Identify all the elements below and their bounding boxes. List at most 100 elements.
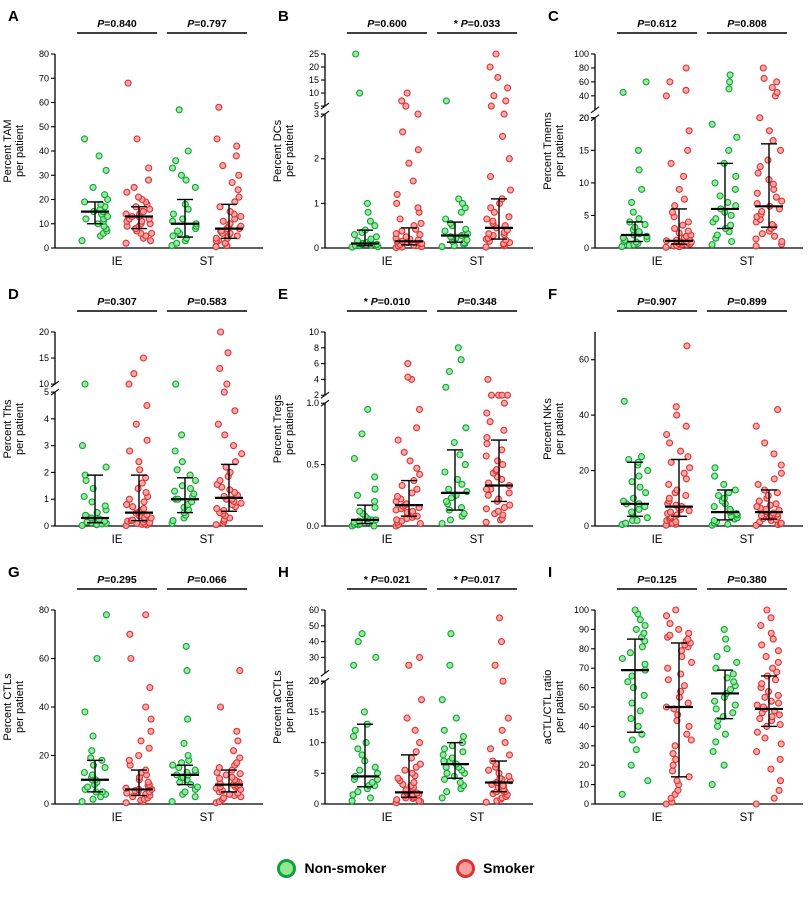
data-point bbox=[236, 667, 244, 675]
data-point bbox=[667, 159, 675, 167]
data-point bbox=[80, 768, 88, 777]
data-point bbox=[404, 373, 412, 381]
data-point bbox=[771, 676, 780, 684]
data-point bbox=[624, 678, 632, 686]
data-point bbox=[666, 631, 674, 639]
y-tick-label: 2 bbox=[314, 154, 319, 164]
p-value-label: P=0.348 bbox=[457, 296, 497, 308]
data-point bbox=[172, 380, 180, 388]
y-tick-label: 60 bbox=[579, 355, 589, 365]
data-point bbox=[641, 621, 649, 630]
data-point bbox=[760, 74, 768, 82]
data-point bbox=[392, 230, 400, 238]
data-point bbox=[671, 224, 679, 233]
data-point bbox=[720, 480, 728, 488]
data-point bbox=[443, 769, 451, 777]
data-point bbox=[684, 453, 692, 461]
data-point bbox=[193, 783, 202, 791]
data-point bbox=[81, 380, 89, 388]
data-point bbox=[714, 491, 723, 500]
data-point bbox=[674, 711, 682, 719]
data-point bbox=[354, 638, 362, 646]
data-point bbox=[768, 713, 776, 721]
data-point bbox=[143, 401, 151, 410]
data-point bbox=[755, 497, 763, 505]
data-point bbox=[215, 764, 223, 772]
data-point bbox=[214, 420, 222, 428]
data-point bbox=[777, 519, 785, 527]
data-point bbox=[233, 759, 241, 767]
data-point bbox=[371, 473, 379, 481]
y-tick-label: 90 bbox=[579, 624, 589, 634]
data-point bbox=[680, 682, 688, 690]
data-point bbox=[213, 505, 221, 513]
data-point bbox=[662, 92, 670, 100]
data-point bbox=[731, 486, 739, 494]
data-point bbox=[504, 714, 512, 722]
y-tick-label: 50 bbox=[579, 702, 589, 712]
data-point bbox=[358, 751, 366, 759]
data-point bbox=[147, 237, 155, 245]
y-tick-label: 0 bbox=[314, 799, 319, 809]
data-point bbox=[494, 457, 502, 465]
data-point bbox=[232, 152, 240, 160]
data-point bbox=[142, 611, 150, 619]
x-category-label: ST bbox=[740, 534, 755, 546]
data-point bbox=[626, 649, 634, 657]
data-point bbox=[173, 239, 181, 247]
y-tick-label: 2 bbox=[44, 467, 49, 477]
y-tick-label: 30 bbox=[579, 741, 589, 751]
data-point bbox=[769, 137, 777, 145]
data-point bbox=[134, 193, 143, 201]
y-tick-label: 30 bbox=[309, 652, 319, 662]
data-point bbox=[776, 720, 784, 729]
data-point bbox=[622, 519, 630, 527]
data-point bbox=[713, 722, 722, 730]
y-tick-label: 10 bbox=[309, 738, 319, 748]
data-point bbox=[414, 146, 422, 154]
data-point bbox=[237, 212, 245, 221]
data-point bbox=[753, 189, 761, 197]
y-tick-label: 0 bbox=[44, 521, 49, 531]
y-tick-label: 60 bbox=[39, 654, 49, 664]
data-point bbox=[125, 756, 133, 764]
dot-column-ie-nonsmoker bbox=[348, 630, 382, 805]
data-point bbox=[722, 635, 730, 643]
data-point bbox=[216, 703, 225, 711]
y-axis-title: Percent aCTLsper patient bbox=[272, 670, 296, 744]
data-point bbox=[685, 722, 693, 730]
axis-break-mark bbox=[320, 391, 330, 399]
data-point bbox=[122, 799, 130, 807]
y-tick-label: 80 bbox=[39, 605, 49, 615]
data-point bbox=[372, 233, 381, 241]
data-point bbox=[672, 403, 680, 411]
data-point bbox=[688, 658, 696, 666]
data-point bbox=[124, 79, 132, 87]
data-point bbox=[184, 715, 192, 723]
data-point bbox=[666, 620, 674, 628]
y-axis-title: Percent DCsper patient bbox=[272, 119, 296, 182]
data-point bbox=[221, 431, 229, 439]
data-point bbox=[713, 653, 721, 661]
data-point bbox=[80, 135, 89, 143]
data-point bbox=[438, 696, 446, 704]
data-point bbox=[366, 217, 374, 225]
data-point bbox=[628, 478, 636, 486]
y-tick-label: 8 bbox=[314, 343, 319, 353]
data-point bbox=[495, 614, 504, 622]
data-point bbox=[145, 744, 153, 752]
data-point bbox=[486, 418, 494, 426]
data-point bbox=[494, 73, 502, 81]
data-point bbox=[494, 507, 502, 515]
data-point bbox=[499, 461, 507, 469]
data-point bbox=[400, 448, 408, 456]
data-point bbox=[764, 156, 772, 164]
axis-break-mark bbox=[320, 399, 330, 407]
data-point bbox=[770, 475, 778, 483]
data-point bbox=[502, 97, 510, 105]
data-point bbox=[485, 766, 493, 774]
data-point bbox=[398, 481, 406, 490]
data-point bbox=[499, 677, 507, 685]
y-tick-label: 20 bbox=[579, 113, 589, 123]
y-tick-label: 50 bbox=[39, 122, 49, 132]
